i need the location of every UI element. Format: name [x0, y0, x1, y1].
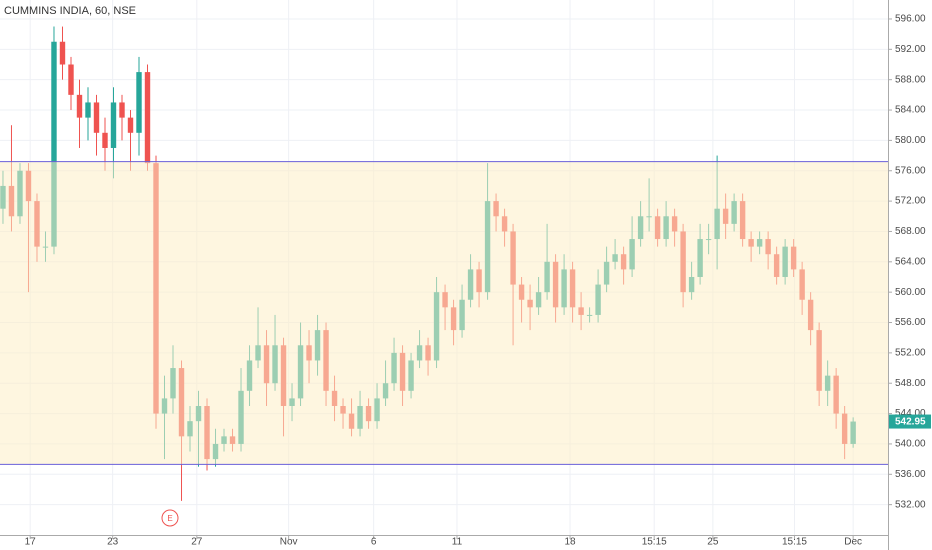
- candle-body: [110, 102, 117, 148]
- y-tick-label: 564.00: [895, 256, 926, 267]
- y-tick-label: 568.00: [895, 226, 926, 237]
- y-tick-label: 544.00: [895, 408, 926, 419]
- x-tick-label: 17: [25, 537, 37, 548]
- chart-title: CUMMINS INDIA, 60, NSE: [4, 5, 136, 17]
- y-tick-label: 556.00: [895, 317, 926, 328]
- earnings-label: E: [167, 514, 172, 523]
- x-tick-label: 23: [107, 537, 119, 548]
- y-tick-label: 548.00: [895, 378, 926, 389]
- x-tick-label: 18: [564, 537, 576, 548]
- candle-body: [127, 117, 134, 133]
- candle-body: [76, 94, 83, 118]
- x-tick-label: 25: [707, 537, 719, 548]
- x-tick-label: Nov: [280, 537, 298, 548]
- last-price-label: 542.95: [895, 417, 926, 428]
- y-tick-label: 580.00: [895, 135, 926, 146]
- candle-body: [51, 41, 57, 247]
- y-tick-label: 592.00: [895, 44, 926, 55]
- candle-body: [144, 72, 151, 164]
- y-tick-label: 560.00: [895, 287, 926, 298]
- y-tick-label: 596.00: [895, 14, 926, 25]
- zone: [0, 161, 888, 465]
- last-price-box: [889, 414, 931, 429]
- y-tick-label: 540.00: [895, 439, 926, 450]
- y-tick-label: 588.00: [895, 74, 926, 85]
- y-tick-label: 532.00: [895, 499, 926, 510]
- candle-body: [59, 41, 66, 65]
- candle-body: [68, 64, 74, 95]
- earnings-marker[interactable]: [161, 509, 179, 527]
- candle-body: [136, 72, 142, 133]
- x-tick-label: 15:15: [782, 537, 807, 548]
- x-tick-label: 6: [371, 537, 377, 548]
- candle-body: [119, 102, 125, 118]
- x-tick-label: 15:15: [642, 537, 667, 548]
- candle-body: [85, 102, 91, 118]
- y-tick-label: 552.00: [895, 348, 926, 359]
- candle-body: [102, 132, 108, 148]
- y-tick-label: 536.00: [895, 469, 926, 480]
- x-tick-label: 27: [191, 537, 203, 548]
- overlay-layer: [0, 161, 888, 465]
- x-tick-label: 11: [452, 537, 463, 548]
- x-tick-label: Dec: [844, 537, 862, 548]
- candle-body: [93, 102, 100, 133]
- y-tick-label: 576.00: [895, 165, 926, 176]
- y-tick-label: 572.00: [895, 196, 926, 207]
- y-tick-label: 584.00: [895, 105, 926, 116]
